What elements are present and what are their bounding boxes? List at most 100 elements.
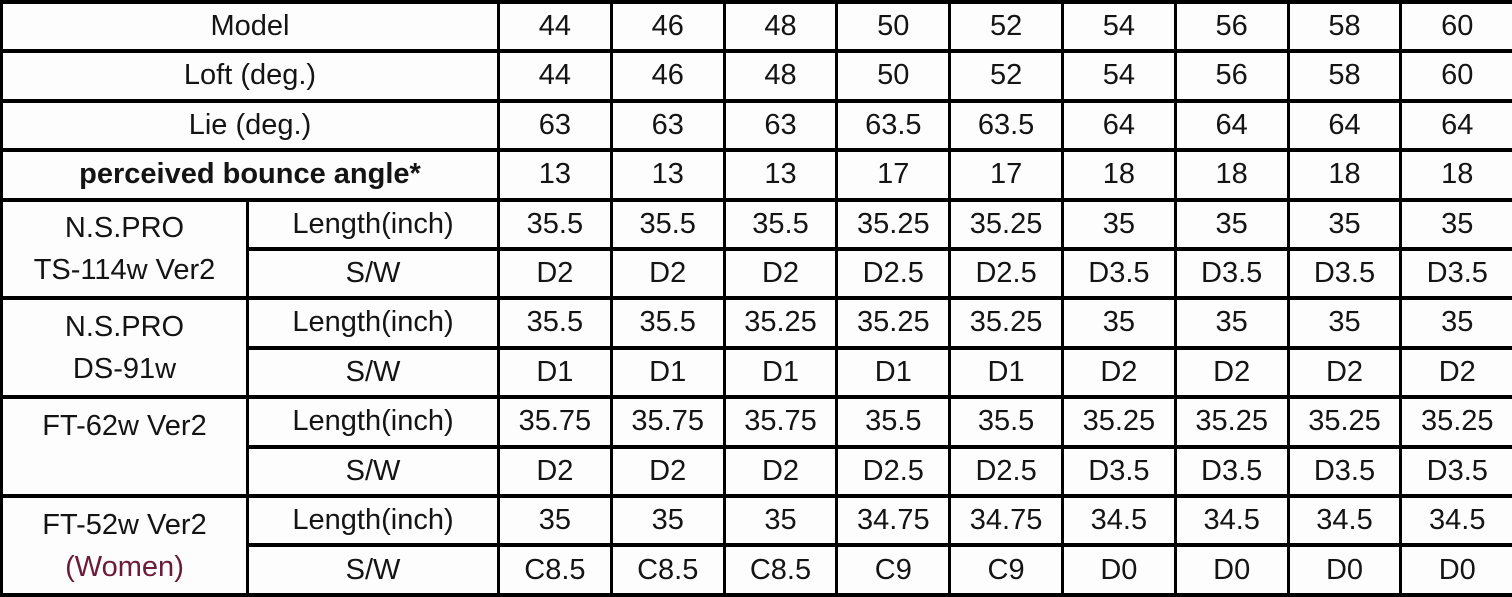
measure-value-cell: 35 xyxy=(722,494,839,548)
shaft-name-line: FT-52w Ver2 xyxy=(42,508,207,541)
spec-value-cell: 56 xyxy=(1173,0,1290,54)
measure-value-cell: 35 xyxy=(1286,296,1403,350)
shaft-name-cell: N.S.PRO TS-114w Ver2 xyxy=(0,197,249,301)
measure-value-cell: 34.5 xyxy=(1286,494,1403,548)
measure-value-cell: D2 xyxy=(722,247,839,301)
measure-value-cell: 35.5 xyxy=(722,197,839,252)
spec-value-cell: 63 xyxy=(722,98,839,153)
spec-value-cell: 54 xyxy=(1060,0,1177,54)
measure-value-cell: D3.5 xyxy=(1286,247,1403,301)
spec-value-cell: 18 xyxy=(1060,148,1177,202)
measure-value-cell: 35.75 xyxy=(722,395,839,449)
measure-value-cell: 34.5 xyxy=(1399,494,1512,548)
spec-value-cell: 54 xyxy=(1060,49,1177,103)
measure-value-cell: D2.5 xyxy=(835,444,952,499)
spec-row-label: perceived bounce angle* xyxy=(0,148,500,202)
measure-value-cell: 35.25 xyxy=(1286,395,1403,449)
measure-value-cell: D3.5 xyxy=(1173,444,1290,499)
measure-value-cell: 35 xyxy=(1286,197,1403,252)
shaft-row: FT-52w Ver2 (Women) Length(inch) 35 35 35 34.7… xyxy=(0,494,1512,597)
measure-value-cell: 35 xyxy=(1060,296,1177,350)
measure-value-cell: 35.75 xyxy=(609,395,726,449)
shaft-name-cell: FT-62w Ver2 xyxy=(0,395,249,499)
measure-label: S/W xyxy=(246,543,500,597)
measure-value-cell: 35.5 xyxy=(497,296,613,350)
spec-value-cell: 64 xyxy=(1399,98,1512,153)
measure-value-cell: 35.25 xyxy=(722,296,839,350)
measure-value-cell: D1 xyxy=(722,345,839,400)
measure-value-cell: D0 xyxy=(1399,543,1512,597)
shaft-row: N.S.PRO DS-91w Length(inch) 35.5 35.5 35.25 35… xyxy=(0,296,1512,400)
measure-value-cell: C8.5 xyxy=(497,543,613,597)
shaft-name-line: (Women) xyxy=(65,550,184,583)
measure-value-cell: D1 xyxy=(835,345,952,400)
spec-value-cell: 58 xyxy=(1286,49,1403,103)
measure-value-cell: D2.5 xyxy=(948,444,1064,499)
spec-row: perceived bounce angle* 13 13 13 17 17 18 18 18 1… xyxy=(0,148,1512,202)
spec-value-cell: 13 xyxy=(497,148,613,202)
measure-label: Length(inch) xyxy=(246,296,500,350)
spec-row: Loft (deg.) 44 46 48 50 52 54 56 58 60 xyxy=(0,49,1512,103)
measure-value-cell: 35.25 xyxy=(948,296,1064,350)
spec-value-cell: 48 xyxy=(722,49,839,103)
shaft-name-line: TS-114w Ver2 xyxy=(33,254,216,287)
spec-value-cell: 58 xyxy=(1286,0,1403,54)
shaft-row: S/W D2 D2 D2 D2.5 D2.5 D3.5 D3.5 D3.5 D3.5 xyxy=(2,247,1512,301)
measure-value-cell: D0 xyxy=(1060,543,1177,597)
measure-label: Length(inch) xyxy=(246,395,500,449)
spec-row-label: Lie (deg.) xyxy=(0,98,500,153)
shaft-row: S/W D2 D2 D2 D2.5 D2.5 D3.5 D3.5 D3.5 D3.5 xyxy=(2,444,1512,499)
measure-value-cell: 35 xyxy=(1399,197,1512,252)
spec-value-cell: 52 xyxy=(948,49,1064,103)
measure-value-cell: 35.5 xyxy=(609,296,726,350)
shaft-row: S/W D1 D1 D1 D1 D1 D2 D2 D2 D2 xyxy=(2,345,1512,400)
shaft-row: FT-62w Ver2 Length(inch) 35.75 35.75 35.75 35… xyxy=(0,395,1512,499)
spec-value-cell: 63 xyxy=(497,98,613,153)
measure-value-cell: C9 xyxy=(835,543,952,597)
spec-value-cell: 46 xyxy=(609,0,726,54)
measure-value-cell: D3.5 xyxy=(1060,247,1177,301)
measure-value-cell: C8.5 xyxy=(722,543,839,597)
spec-value-cell: 60 xyxy=(1399,0,1512,54)
measure-value-cell: D1 xyxy=(497,345,613,400)
measure-value-cell: 35.25 xyxy=(835,197,952,252)
measure-value-cell: 34.75 xyxy=(948,494,1064,548)
shaft-name-line: N.S.PRO xyxy=(64,212,185,245)
measure-value-cell: C9 xyxy=(948,543,1064,597)
spec-value-cell: 64 xyxy=(1286,98,1403,153)
measure-value-cell: D2.5 xyxy=(835,247,952,301)
measure-label: S/W xyxy=(246,444,500,499)
measure-value-cell: 35.5 xyxy=(948,395,1064,449)
shaft-row: S/W C8.5 C8.5 C8.5 C9 C9 D0 D0 D0 D0 xyxy=(2,543,1512,597)
measure-value-cell: 35.5 xyxy=(497,197,613,252)
spec-value-cell: 17 xyxy=(948,148,1064,202)
measure-value-cell: D2 xyxy=(497,444,613,499)
measure-value-cell: 35.25 xyxy=(948,197,1064,252)
shaft-name-cell: N.S.PRO DS-91w xyxy=(0,296,249,400)
spec-value-cell: 63.5 xyxy=(948,98,1064,153)
measure-value-cell: 34.5 xyxy=(1173,494,1290,548)
measure-value-cell: 35.25 xyxy=(1399,395,1512,449)
spec-value-cell: 52 xyxy=(948,0,1064,54)
measure-value-cell: 34.75 xyxy=(835,494,952,548)
spec-value-cell: 18 xyxy=(1399,148,1512,202)
measure-value-cell: 35 xyxy=(1060,197,1177,252)
measure-value-cell: D3.5 xyxy=(1060,444,1177,499)
spec-value-cell: 50 xyxy=(835,0,952,54)
shaft-name-line: N.S.PRO xyxy=(64,310,185,343)
measure-value-cell: D2 xyxy=(1173,345,1290,400)
measure-value-cell: D3.5 xyxy=(1399,247,1512,301)
measure-value-cell: 35 xyxy=(1173,296,1290,350)
measure-value-cell: 35.75 xyxy=(497,395,613,449)
spec-row-label: Model xyxy=(0,0,500,54)
measure-value-cell: 35.25 xyxy=(835,296,952,350)
measure-value-cell: 35 xyxy=(1173,197,1290,252)
measure-value-cell: D0 xyxy=(1173,543,1290,597)
measure-value-cell: D2 xyxy=(1399,345,1512,400)
measure-value-cell: D2 xyxy=(1060,345,1177,400)
measure-value-cell: D2 xyxy=(609,444,726,499)
shaft-name-line: DS-91w xyxy=(72,352,177,385)
measure-value-cell: D1 xyxy=(948,345,1064,400)
measure-value-cell: C8.5 xyxy=(609,543,726,597)
